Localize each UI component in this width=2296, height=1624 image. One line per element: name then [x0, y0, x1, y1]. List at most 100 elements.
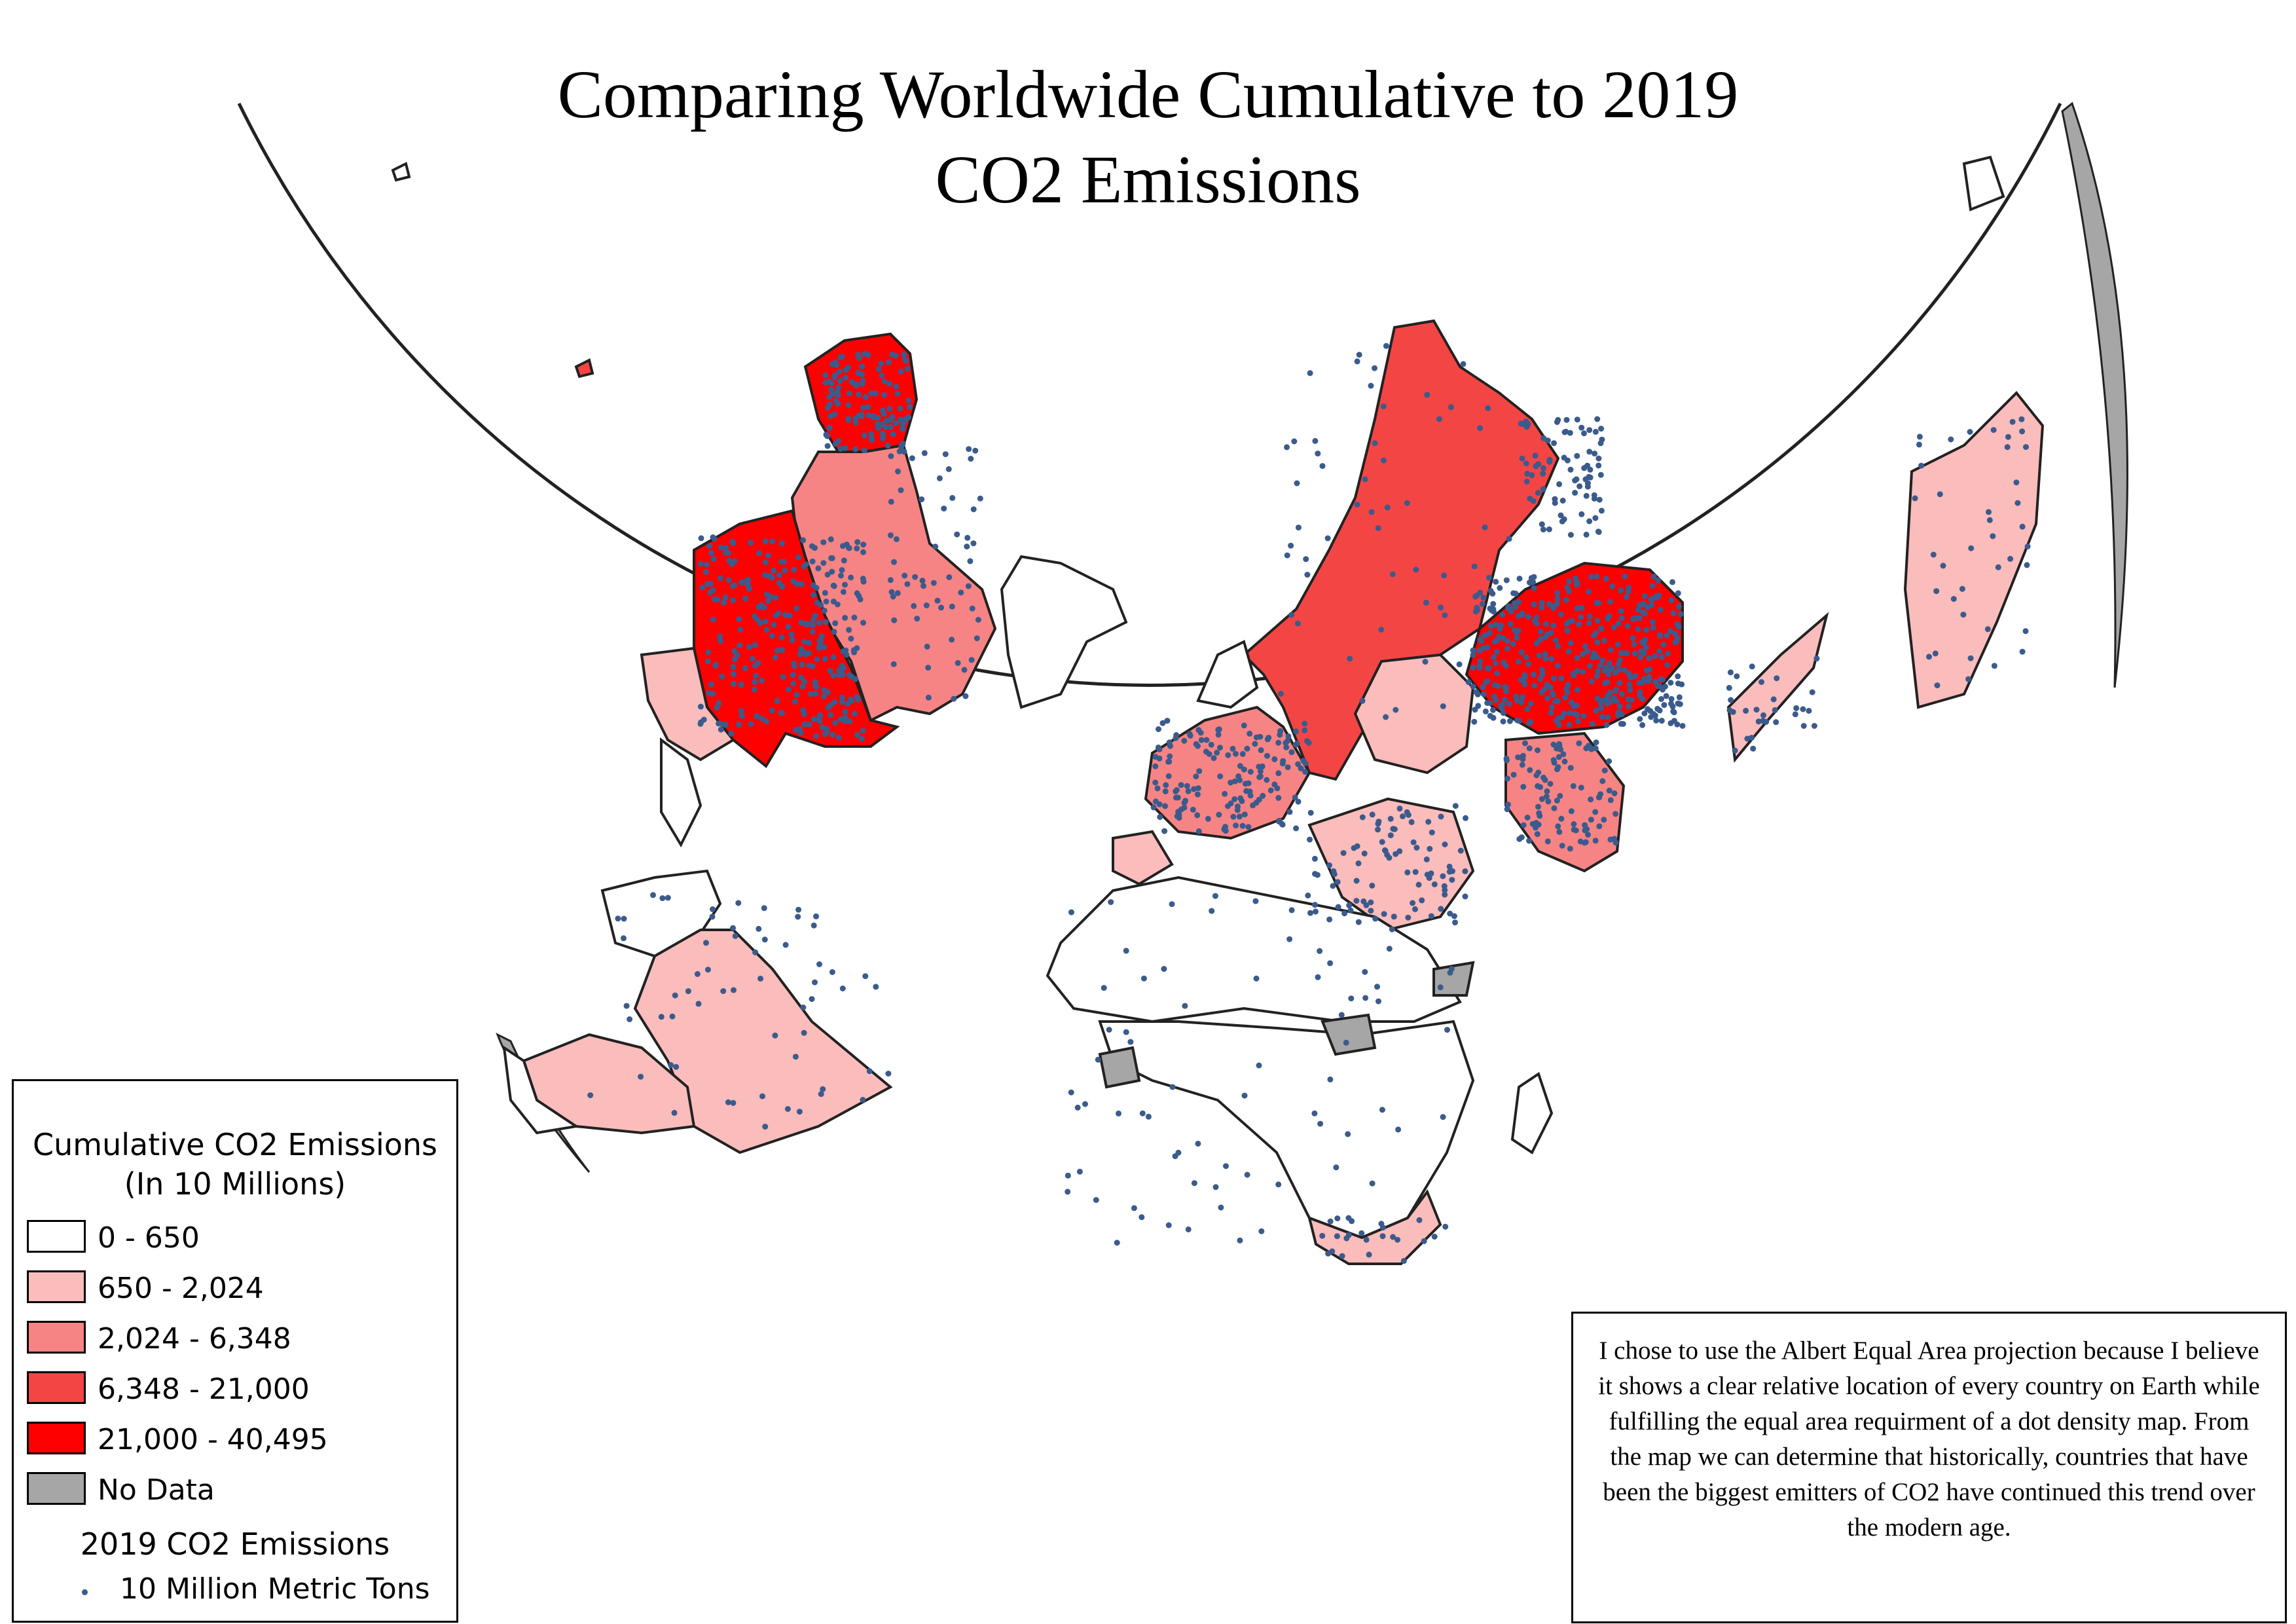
emission-dot: [1283, 744, 1290, 750]
emission-dot: [714, 705, 720, 710]
emission-dot: [1573, 476, 1580, 483]
emission-dot: [1326, 916, 1333, 923]
emission-dot: [1415, 881, 1422, 888]
emission-dot: [955, 660, 961, 666]
emission-dot: [1208, 741, 1214, 748]
emission-dot: [2013, 479, 2020, 486]
emission-dot: [1585, 743, 1592, 749]
emission-dot: [1603, 576, 1609, 582]
emission-dot: [1191, 786, 1197, 792]
emission-dot: [762, 618, 769, 625]
emission-dot: [1152, 779, 1159, 786]
emission-dot: [772, 654, 778, 661]
emission-dot: [1237, 1237, 1243, 1244]
emission-dot: [1590, 632, 1597, 638]
emission-dot: [1593, 739, 1599, 746]
emission-dot: [854, 693, 860, 700]
emission-dot: [756, 550, 762, 557]
emission-dot: [837, 716, 844, 722]
emission-dot: [1317, 1120, 1324, 1127]
emission-dot: [1315, 451, 1321, 457]
emission-dot: [1531, 671, 1537, 678]
emission-dot: [1548, 704, 1555, 710]
emission-dot: [830, 673, 837, 679]
emission-dot: [942, 451, 949, 458]
emission-dot: [1960, 612, 1967, 618]
emission-dot: [698, 535, 704, 542]
emission-dot: [694, 970, 701, 977]
emission-dot: [1419, 897, 1425, 904]
emission-dot: [887, 424, 894, 430]
emission-dot: [1334, 1233, 1340, 1240]
emission-dot: [1552, 637, 1559, 644]
emission-dot: [1544, 838, 1551, 845]
emission-dot: [1277, 731, 1283, 738]
legend-label-1: 0 - 650: [98, 1221, 200, 1255]
emission-dot: [1383, 342, 1389, 349]
emission-dot: [1387, 832, 1394, 839]
emission-dot: [1512, 604, 1519, 610]
emission-dot: [806, 662, 812, 669]
emission-dot: [1486, 574, 1492, 581]
emission-dot: [1463, 815, 1468, 821]
emission-dot: [736, 722, 742, 728]
emission-dot: [1510, 640, 1516, 647]
emission-dot: [1186, 731, 1193, 737]
emission-dot: [1664, 632, 1670, 638]
emission-dot: [1537, 676, 1544, 682]
emission-dot: [1665, 650, 1671, 657]
emission-dot: [1554, 798, 1560, 804]
emission-dot: [1257, 773, 1264, 779]
emission-dot: [725, 577, 732, 583]
emission-dot: [1529, 472, 1535, 479]
emission-dot: [1520, 693, 1525, 700]
emission-dot: [1586, 473, 1592, 480]
emission-dot: [1563, 621, 1570, 627]
emission-dot: [1519, 762, 1525, 768]
emission-dot: [1641, 610, 1648, 617]
emission-dot: [1390, 1234, 1396, 1240]
emission-dot: [1470, 684, 1476, 690]
emission-dot: [809, 629, 816, 635]
emission-dot: [951, 695, 957, 702]
africa: [1046, 876, 1554, 1265]
emission-dot: [1639, 601, 1646, 608]
emission-dot: [1327, 1218, 1334, 1225]
emission-dot: [1354, 358, 1360, 365]
emission-dot: [1940, 563, 1946, 569]
emission-dot: [813, 913, 819, 919]
emission-dot: [857, 596, 864, 602]
emission-dot: [731, 671, 737, 677]
emission-dot: [868, 435, 875, 441]
emission-dot: [2019, 523, 2026, 530]
emission-dot: [1166, 739, 1173, 746]
emission-dot: [1503, 757, 1510, 764]
emission-dot: [1567, 765, 1574, 771]
emission-dot: [1380, 403, 1387, 410]
emission-dot: [1264, 752, 1270, 759]
emission-dot: [1225, 752, 1231, 758]
emission-dot: [1362, 476, 1368, 483]
emission-dot: [718, 638, 724, 644]
emission-dot: [919, 578, 926, 584]
emission-dot: [1586, 449, 1593, 455]
emission-dot: [1347, 907, 1354, 913]
emission-dot: [1540, 486, 1546, 492]
emission-dot: [1303, 556, 1309, 563]
emission-dot: [1438, 906, 1444, 912]
emission-dot: [1580, 669, 1586, 675]
emission-dot: [761, 604, 767, 611]
emission-dot: [1601, 767, 1608, 774]
emission-dot: [824, 405, 831, 411]
emission-dot: [1672, 639, 1679, 646]
emission-dot: [1556, 481, 1563, 487]
emission-dot: [949, 637, 955, 643]
emission-dot: [1108, 899, 1114, 906]
emission-dot: [1184, 783, 1190, 789]
emission-dot: [1618, 691, 1625, 697]
emission-dot: [934, 597, 941, 604]
emission-dot: [900, 441, 906, 447]
emission-dot: [1645, 678, 1651, 684]
emission-dot: [1499, 612, 1506, 618]
emission-dot: [1490, 707, 1496, 713]
